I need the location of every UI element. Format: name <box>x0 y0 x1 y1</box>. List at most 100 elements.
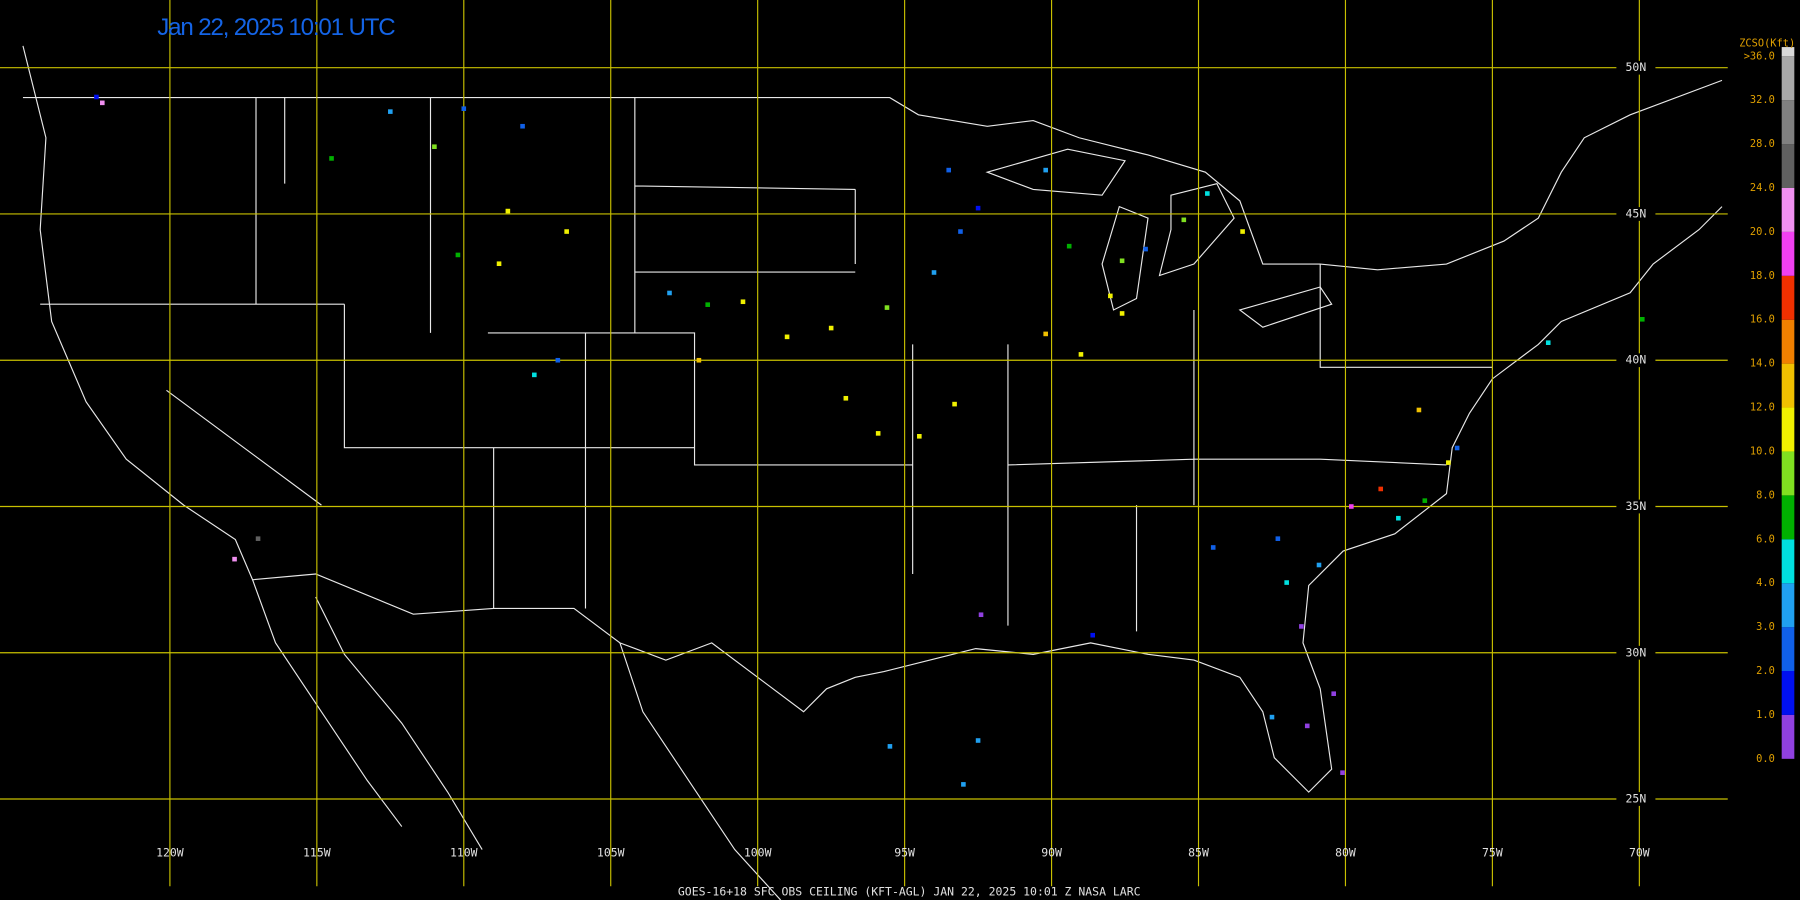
station <box>564 229 569 234</box>
colorbar-segment <box>1781 144 1795 188</box>
colorbar-label: 10.0 <box>1750 445 1775 457</box>
station <box>532 372 537 378</box>
lat-label-bg <box>1616 207 1656 221</box>
lat-label-bg <box>1616 792 1656 806</box>
lat-label-bg <box>1616 499 1656 514</box>
colorbar-segment <box>1781 56 1795 101</box>
station <box>1284 580 1289 585</box>
station <box>232 556 237 562</box>
station <box>496 261 502 267</box>
station <box>931 270 937 275</box>
graticule: 120W 115W 110W 105W 100W 95W 90W 85W 80W 75W 70W 50… <box>0 0 1728 887</box>
station <box>432 144 437 150</box>
station <box>1340 770 1345 775</box>
colorbar-label: 6.0 <box>1756 533 1775 545</box>
lat-label-bg <box>1616 645 1656 660</box>
colorbar-label: 20.0 <box>1750 226 1775 238</box>
station <box>505 208 511 214</box>
station <box>1454 445 1460 451</box>
colorbar-label: 12.0 <box>1750 402 1775 414</box>
station <box>1545 340 1551 345</box>
station <box>961 782 966 787</box>
lon-label: 85W <box>1188 845 1209 859</box>
mexico-coast <box>252 579 782 900</box>
station <box>1108 293 1113 299</box>
colorbar-segment <box>1781 363 1795 408</box>
colorbar-label: 4.0 <box>1756 577 1775 589</box>
lat-label-bg <box>1616 353 1656 368</box>
station <box>1078 352 1084 357</box>
colorbar-label: 28.0 <box>1750 138 1775 150</box>
station <box>461 106 467 111</box>
station <box>740 299 746 305</box>
station <box>1205 191 1210 196</box>
station <box>1299 624 1304 629</box>
station <box>1331 691 1336 697</box>
station <box>1043 167 1048 173</box>
station <box>975 205 981 211</box>
outlines <box>22 45 1723 900</box>
station <box>1066 243 1072 249</box>
lat-label: 35N <box>1626 499 1647 513</box>
coastline <box>22 45 1723 793</box>
lon-label: 90W <box>1041 845 1062 859</box>
station <box>1275 536 1281 541</box>
colorbar-segment <box>1781 47 1795 57</box>
station <box>94 94 99 100</box>
colorbar-segment <box>1781 714 1795 759</box>
station <box>696 357 702 363</box>
station <box>1304 723 1310 729</box>
colorbar-title: ZCSO(Kft) <box>1739 38 1795 50</box>
station <box>255 536 261 541</box>
lon-label: 110W <box>450 845 478 859</box>
title: Jan 22, 2025 10:01 UTC <box>157 14 395 41</box>
lat-label: 45N <box>1626 206 1647 220</box>
lat-label: 25N <box>1626 792 1647 806</box>
state-lines <box>40 97 1493 632</box>
station <box>1416 407 1422 413</box>
lon-label: 75W <box>1482 845 1503 859</box>
colorbar-segment <box>1781 627 1795 672</box>
station <box>1349 504 1354 509</box>
canada-border <box>22 79 1723 271</box>
station <box>917 433 922 439</box>
station <box>1043 331 1048 337</box>
station <box>946 167 952 173</box>
lon-label: 120W <box>156 845 184 859</box>
colorbar-segment <box>1781 100 1795 145</box>
colorbar-label: 18.0 <box>1750 270 1775 282</box>
colorbar-label: 24.0 <box>1750 182 1775 194</box>
station <box>1446 460 1451 465</box>
lon-label: 115W <box>303 845 331 859</box>
colorbar-label: 16.0 <box>1750 314 1775 326</box>
station <box>1378 486 1384 492</box>
station <box>875 431 881 436</box>
station <box>975 738 981 743</box>
station <box>1090 632 1096 638</box>
station <box>100 100 105 106</box>
station <box>1240 229 1245 234</box>
station <box>1316 562 1322 568</box>
station-layer <box>94 94 1645 787</box>
great-lakes <box>985 148 1333 328</box>
station <box>887 744 893 749</box>
station <box>1269 714 1275 720</box>
colorbar-segment <box>1781 231 1795 276</box>
colorbar-label: >36.0 <box>1744 50 1775 62</box>
station <box>843 395 849 401</box>
station <box>1119 258 1125 264</box>
station <box>884 305 890 310</box>
station <box>520 123 525 129</box>
station <box>667 290 672 296</box>
colorbar-segment <box>1781 539 1795 584</box>
colorbar-segment <box>1781 451 1795 496</box>
station <box>329 156 334 161</box>
colorbar-label: 1.0 <box>1756 709 1775 721</box>
colorbar-segment <box>1781 275 1795 320</box>
station <box>784 334 790 340</box>
station <box>1639 316 1645 322</box>
colorbar-label: 2.0 <box>1756 665 1775 677</box>
